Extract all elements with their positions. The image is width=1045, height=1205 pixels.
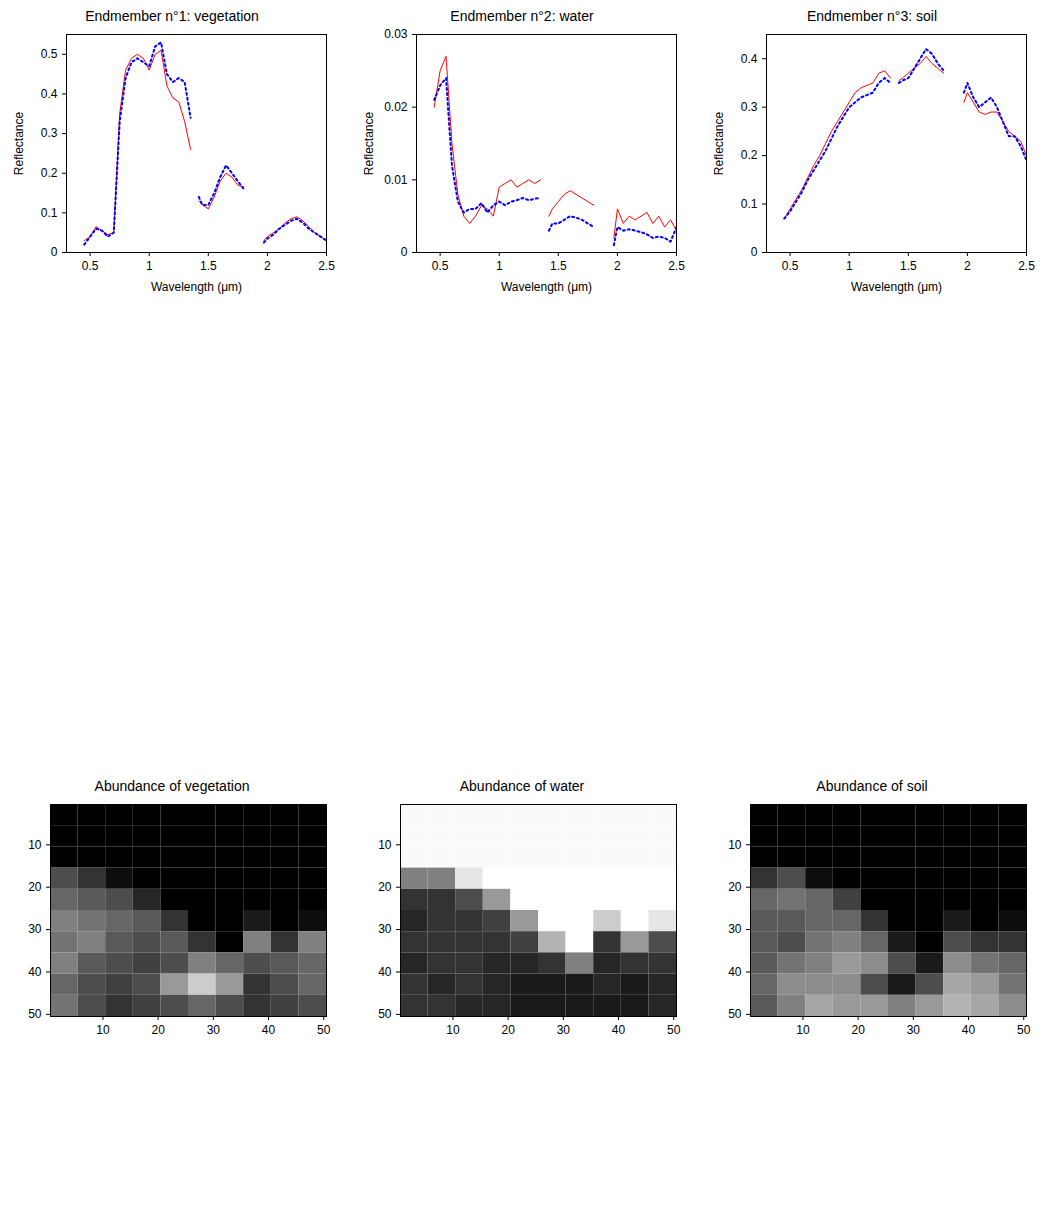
svg-text:10: 10 <box>378 838 392 852</box>
svg-text:2: 2 <box>264 259 271 273</box>
svg-text:50: 50 <box>28 1007 42 1021</box>
svg-text:0: 0 <box>751 245 758 259</box>
html-text:Abundance of water: Abundance of water <box>459 778 585 794</box>
svg-text:0.5: 0.5 <box>432 259 449 273</box>
svg-text:10: 10 <box>796 1023 810 1037</box>
svg-text:30: 30 <box>907 1023 921 1037</box>
svg-text:0.03: 0.03 <box>384 27 408 41</box>
svg-text:40: 40 <box>962 1023 976 1037</box>
svg-text:2.5: 2.5 <box>1018 259 1035 273</box>
svg-text:Reflectance: Reflectance <box>712 111 726 175</box>
svg-text:20: 20 <box>378 880 392 894</box>
html-text:Endmember n°3: soil: Endmember n°3: soil <box>806 8 937 24</box>
svg-text:1.5: 1.5 <box>550 259 567 273</box>
svg-text:20: 20 <box>728 880 742 894</box>
svg-text:Wavelength (μm): Wavelength (μm) <box>851 280 942 294</box>
svg-text:0.4: 0.4 <box>41 87 58 101</box>
svg-text:40: 40 <box>378 965 392 979</box>
svg-text:Reflectance: Reflectance <box>12 111 26 175</box>
svg-text:1: 1 <box>846 259 853 273</box>
html-text:Endmember n°2: water: Endmember n°2: water <box>450 8 594 24</box>
svg-text:30: 30 <box>28 922 42 936</box>
svg-text:50: 50 <box>317 1023 331 1037</box>
svg-text:2: 2 <box>614 259 621 273</box>
svg-text:50: 50 <box>667 1023 681 1037</box>
svg-text:0.5: 0.5 <box>782 259 799 273</box>
svg-text:50: 50 <box>378 1007 392 1021</box>
svg-text:Reflectance: Reflectance <box>362 111 376 175</box>
svg-text:1: 1 <box>146 259 153 273</box>
svg-text:2.5: 2.5 <box>668 259 685 273</box>
svg-text:0.1: 0.1 <box>41 206 58 220</box>
svg-text:40: 40 <box>28 965 42 979</box>
svg-text:0.3: 0.3 <box>41 126 58 140</box>
svg-text:0.5: 0.5 <box>41 47 58 61</box>
svg-text:10: 10 <box>446 1023 460 1037</box>
svg-text:30: 30 <box>378 922 392 936</box>
svg-text:40: 40 <box>262 1023 276 1037</box>
svg-text:0.2: 0.2 <box>741 148 758 162</box>
svg-text:0: 0 <box>51 245 58 259</box>
html-text:Abundance of soil: Abundance of soil <box>816 778 928 794</box>
svg-text:0.02: 0.02 <box>384 100 408 114</box>
svg-text:Wavelength (μm): Wavelength (μm) <box>151 280 242 294</box>
svg-text:20: 20 <box>851 1023 865 1037</box>
svg-text:0.3: 0.3 <box>741 100 758 114</box>
svg-text:40: 40 <box>612 1023 626 1037</box>
svg-text:0.1: 0.1 <box>741 197 758 211</box>
svg-text:1.5: 1.5 <box>200 259 217 273</box>
svg-text:0.5: 0.5 <box>82 259 99 273</box>
svg-text:0.4: 0.4 <box>741 52 758 66</box>
svg-text:30: 30 <box>207 1023 221 1037</box>
svg-text:20: 20 <box>501 1023 515 1037</box>
svg-text:30: 30 <box>728 922 742 936</box>
svg-text:10: 10 <box>28 838 42 852</box>
svg-text:30: 30 <box>557 1023 571 1037</box>
html-text:Endmember n°1: vegetation: Endmember n°1: vegetation <box>85 8 259 24</box>
svg-text:0: 0 <box>401 245 408 259</box>
svg-text:Wavelength (μm): Wavelength (μm) <box>501 280 592 294</box>
svg-text:10: 10 <box>728 838 742 852</box>
svg-text:50: 50 <box>728 1007 742 1021</box>
svg-text:2.5: 2.5 <box>318 259 335 273</box>
svg-text:20: 20 <box>28 880 42 894</box>
svg-text:1.5: 1.5 <box>900 259 917 273</box>
svg-text:40: 40 <box>728 965 742 979</box>
svg-text:1: 1 <box>496 259 503 273</box>
html-text:Abundance of vegetation: Abundance of vegetation <box>94 778 250 794</box>
svg-text:50: 50 <box>1017 1023 1031 1037</box>
svg-text:0.2: 0.2 <box>41 166 58 180</box>
svg-text:2: 2 <box>964 259 971 273</box>
svg-text:10: 10 <box>96 1023 110 1037</box>
svg-text:20: 20 <box>151 1023 165 1037</box>
svg-text:0.01: 0.01 <box>384 173 408 187</box>
